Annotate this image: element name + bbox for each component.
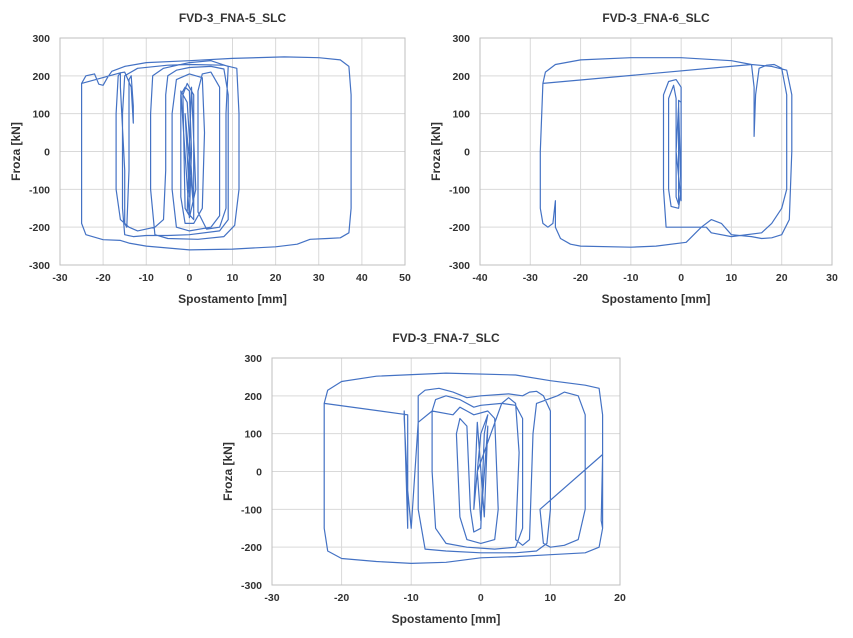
y-axis-title: Froza [kN]: [429, 122, 443, 181]
plot-area: [59, 37, 406, 266]
x-tick-label: -30: [52, 272, 67, 284]
y-tick-label: 200: [32, 71, 50, 83]
x-axis-title: Spostamento [mm]: [392, 612, 501, 626]
y-tick-label: -100: [29, 184, 50, 196]
x-tick-label: 20: [614, 592, 626, 604]
x-tick-label: -10: [623, 272, 638, 284]
chart-fna-5: FVD-3_FNA-5_SLC -30 -20 -10 0 10 20 30 40 50 300 20…: [0, 0, 426, 310]
x-tick-label: -30: [523, 272, 538, 284]
y-axis-title: Froza [kN]: [9, 122, 23, 181]
x-tick-label: 10: [227, 272, 239, 284]
x-axis-title: Spostamento [mm]: [178, 292, 287, 306]
x-tick-label: 10: [726, 272, 738, 284]
y-tick-label: 0: [44, 147, 50, 159]
y-tick-label: -200: [241, 542, 262, 554]
y-tick-label: 200: [452, 71, 470, 83]
y-tick-label: -100: [449, 184, 470, 196]
x-axis-title: Spostamento [mm]: [602, 292, 711, 306]
x-tick-label: -10: [404, 592, 419, 604]
x-tick-label: -10: [139, 272, 154, 284]
x-tick-label: 0: [478, 592, 484, 604]
x-tick-label: 0: [186, 272, 192, 284]
x-tick-label: 40: [356, 272, 368, 284]
y-tick-label: 0: [464, 147, 470, 159]
x-tick-label: 10: [545, 592, 557, 604]
x-tick-label: -30: [264, 592, 279, 604]
chart-fna-7: FVD-3_FNA-7_SLC -30 -20 -10 0 10 20 300 200 100 0-…: [0, 320, 853, 638]
x-tick-label: -20: [334, 592, 349, 604]
hysteresis-loop-line: [323, 372, 604, 564]
chart-svg: FVD-3_FNA-6_SLC-40 -30 -20 -10 0 10 20 30300200…: [429, 11, 838, 306]
plot-area: [271, 357, 621, 586]
y-tick-label: -200: [449, 222, 470, 234]
y-tick-label: 100: [452, 109, 470, 121]
y-tick-label: 100: [244, 429, 262, 441]
y-tick-label: 100: [32, 109, 50, 121]
y-tick-label: 300: [244, 353, 262, 365]
x-tick-label: 20: [270, 272, 282, 284]
y-tick-label: 200: [244, 391, 262, 403]
x-tick-label: 50: [399, 272, 411, 284]
chart-title: FVD-3_FNA-6_SLC: [602, 11, 710, 25]
y-tick-label: -300: [449, 260, 470, 272]
x-tick-label: -20: [96, 272, 111, 284]
x-tick-label: 30: [313, 272, 325, 284]
chart-svg: FVD-3_FNA-7_SLC-30 -20 -10 0 10 203002001000-…: [221, 331, 626, 626]
plot-area: [479, 37, 833, 266]
y-tick-label: 300: [32, 33, 50, 45]
y-tick-label: -300: [29, 260, 50, 272]
chart-fna-6: FVD-3_FNA-6_SLC -40 -30 -20 -10 0 10 20 30 300 200…: [426, 0, 853, 310]
x-tick-label: -40: [472, 272, 487, 284]
y-tick-label: -200: [29, 222, 50, 234]
hysteresis-loop-line: [539, 57, 793, 248]
y-tick-label: -100: [241, 504, 262, 516]
chart-title: FVD-3_FNA-7_SLC: [392, 331, 500, 345]
chart-title: FVD-3_FNA-5_SLC: [179, 11, 287, 25]
y-tick-label: -300: [241, 580, 262, 592]
y-axis-title: Froza [kN]: [221, 442, 235, 501]
y-tick-label: 300: [452, 33, 470, 45]
x-tick-label: 20: [776, 272, 788, 284]
x-tick-label: -20: [573, 272, 588, 284]
hysteresis-loop-line: [81, 56, 352, 251]
chart-svg: FVD-3_FNA-5_SLC-30 -20 -10 0 10 20 30 40 5030020…: [9, 11, 411, 306]
x-tick-label: 30: [826, 272, 838, 284]
y-tick-label: 0: [256, 467, 262, 479]
x-tick-label: 0: [678, 272, 684, 284]
